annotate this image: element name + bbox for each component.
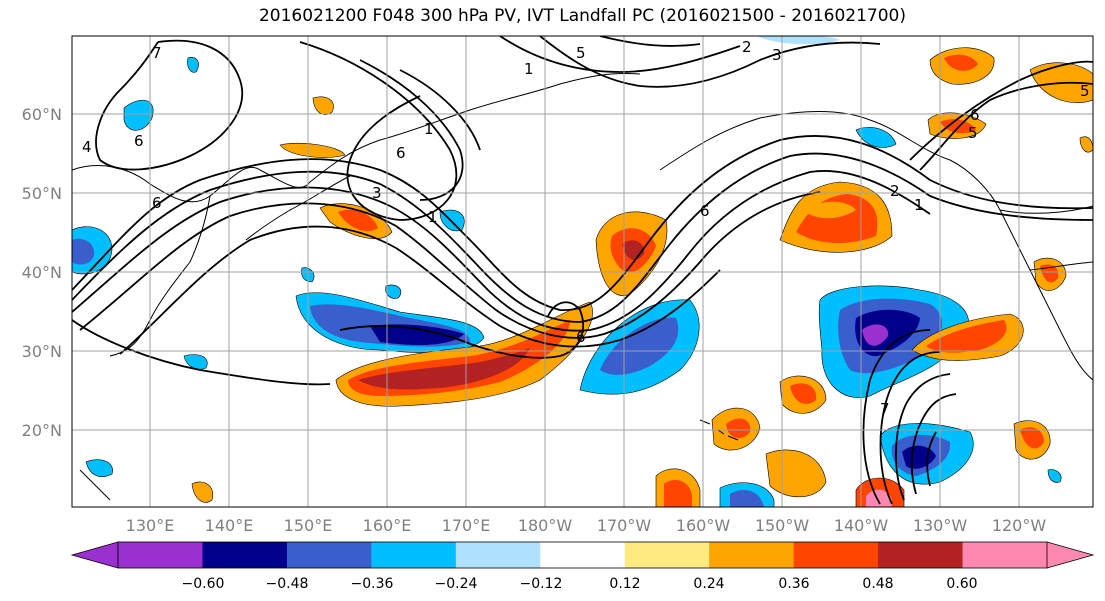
colorbar-tick: −0.36	[351, 576, 394, 592]
lon-label: 140°W	[834, 516, 889, 535]
contour-label: 3	[372, 184, 382, 202]
colorbar-segment	[286, 542, 372, 568]
colorbar-tick: 0.48	[862, 576, 893, 592]
colorbar-segment	[118, 542, 203, 568]
contour-labels: 7 2 3 5 1 1 6 4 6 3 1 6 2 1 6 5 5 6 6 7	[82, 38, 1090, 418]
contour-label: 6	[970, 106, 980, 124]
lon-label: 180°W	[518, 516, 573, 535]
contour-label: 6	[396, 144, 406, 162]
colorbar-tick: 0.24	[693, 576, 724, 592]
contour-label: 2	[742, 38, 752, 56]
contour-label: 4	[82, 138, 92, 156]
pv-contours	[72, 36, 1093, 505]
contour-label: 5	[576, 44, 586, 62]
lon-label: 120°W	[992, 516, 1047, 535]
lat-label: 60°N	[22, 105, 62, 124]
colorbar-tick: −0.12	[520, 576, 563, 592]
colorbar-segment	[962, 542, 1048, 568]
colorbar-segment	[624, 542, 710, 568]
contour-label: 5	[968, 124, 978, 142]
graticule	[72, 36, 1093, 507]
map-title: 2016021200 F048 300 hPa PV, IVT Landfall…	[258, 6, 906, 26]
lat-label: 40°N	[22, 263, 62, 282]
colorbar-tick: −0.48	[266, 576, 309, 592]
lon-label: 130°W	[913, 516, 968, 535]
map-frame	[71, 35, 1094, 508]
contour-label: 1	[428, 208, 438, 226]
colorbar-segment	[709, 542, 795, 568]
colorbar-tick: 0.60	[946, 576, 977, 592]
contour-label: 3	[772, 46, 782, 64]
colorbar-extend-low	[70, 541, 119, 569]
colorbar-segment	[793, 542, 879, 568]
contour-label: 1	[424, 120, 434, 138]
contour-label: 1	[914, 196, 924, 214]
colorbar-segment	[878, 542, 964, 568]
lon-label: 150°E	[284, 516, 333, 535]
lon-label: 140°E	[205, 516, 254, 535]
latitude-labels: 60°N 50°N 40°N 30°N 20°N	[22, 105, 62, 440]
lat-label: 30°N	[22, 342, 62, 361]
lon-label: 160°W	[676, 516, 731, 535]
contour-label: 6	[134, 132, 144, 150]
longitude-labels: 130°E 140°E 150°E 160°E 170°E 180°W 170°…	[126, 516, 1047, 535]
lon-label: 170°E	[442, 516, 491, 535]
lon-label: 150°W	[755, 516, 810, 535]
colorbar: −0.60 −0.48 −0.36 −0.24 −0.12 0.12 0.24 …	[70, 541, 1095, 592]
contour-label: 2	[890, 182, 900, 200]
contour-label: 6	[576, 328, 586, 346]
colorbar-frame	[117, 541, 1048, 569]
colorbar-tick: −0.60	[182, 576, 225, 592]
contour-label: 6	[700, 202, 710, 220]
contour-label: 5	[1080, 82, 1090, 100]
lat-label: 50°N	[22, 184, 62, 203]
lon-label: 160°E	[363, 516, 412, 535]
colorbar-segment	[455, 542, 541, 568]
coastlines	[72, 73, 1093, 501]
colorbar-tick: 0.36	[778, 576, 809, 592]
contour-label: 1	[524, 60, 534, 78]
colorbar-segment	[540, 542, 626, 568]
lat-label: 20°N	[22, 421, 62, 440]
colorbar-tick: −0.24	[435, 576, 478, 592]
lon-label: 170°W	[597, 516, 652, 535]
colorbar-extend-high	[1046, 541, 1095, 569]
pv-shading	[72, 36, 1093, 507]
colorbar-tick: 0.12	[609, 576, 640, 592]
contour-label: 7	[152, 44, 162, 62]
contour-label: 6	[152, 194, 162, 212]
lon-label: 130°E	[126, 516, 175, 535]
colorbar-segment	[371, 542, 457, 568]
contour-label: 7	[880, 400, 890, 418]
colorbar-segment	[202, 542, 288, 568]
